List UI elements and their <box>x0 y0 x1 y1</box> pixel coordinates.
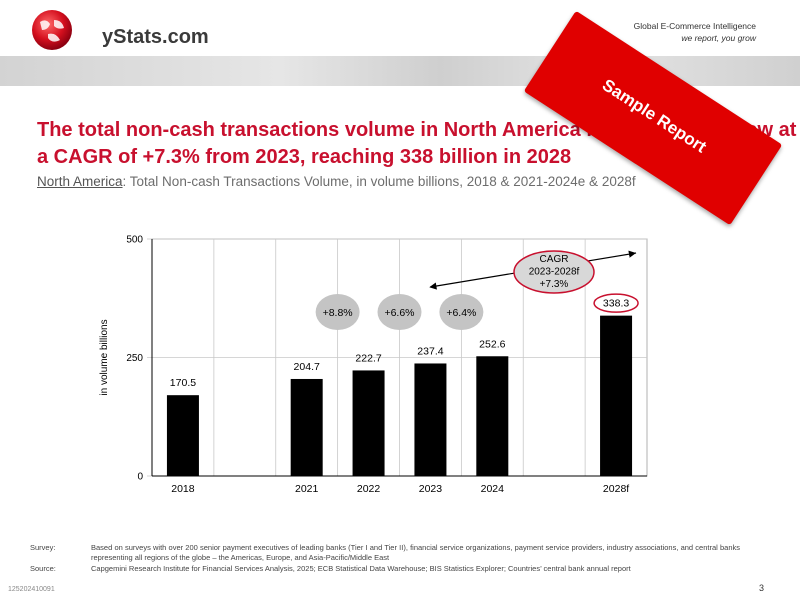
growth-bubble <box>439 294 484 330</box>
source-note: Source: Capgemini Research Institute for… <box>30 564 740 574</box>
data-label-2028f: 338.3 <box>603 298 629 310</box>
growth-bubble <box>315 294 360 330</box>
x-tick-label-2023: 2023 <box>419 483 443 495</box>
footer-notes: Survey: Based on surveys with over 200 s… <box>30 543 740 575</box>
survey-text: Based on surveys with over 200 senior pa… <box>91 543 740 562</box>
growth-bubble-label: +6.4% <box>446 307 476 319</box>
bar-2024 <box>476 356 509 476</box>
growth-bubble-label: +6.6% <box>384 307 414 319</box>
data-label-2021: 204.7 <box>294 361 320 373</box>
y-tick-label: 500 <box>126 235 143 246</box>
tagline-secondary: we report, you grow <box>681 33 756 43</box>
tagline-primary: Global E-Commerce Intelligence <box>633 21 756 31</box>
bar-2028f <box>600 315 633 476</box>
growth-bubble <box>377 294 422 330</box>
x-tick-label-2018: 2018 <box>171 483 195 495</box>
bar-2023 <box>414 363 447 476</box>
cagr-line: 2023-2028f <box>529 267 580 278</box>
y-axis-label: in volume billions <box>99 319 110 395</box>
tagline: Global E-Commerce Intelligence we report… <box>634 20 756 44</box>
page-number: 3 <box>759 583 765 593</box>
x-tick-label-2028f: 2028f <box>603 483 629 495</box>
data-label-2022: 222.7 <box>355 352 381 364</box>
y-tick-label: 250 <box>126 353 143 364</box>
cagr-line: CAGR <box>540 254 569 265</box>
ystats-logo[interactable]: yStats.com <box>30 8 209 52</box>
x-tick-label-2022: 2022 <box>357 483 381 495</box>
source-text: Capgemini Research Institute for Financi… <box>91 564 631 573</box>
cagr-line: +7.3% <box>540 279 569 290</box>
cagr-bubble <box>513 250 595 294</box>
document-code: 125202410091 <box>8 586 55 593</box>
x-tick-label-2024: 2024 <box>481 483 505 495</box>
bar-2022 <box>352 370 385 476</box>
source-label: Source: <box>30 564 56 573</box>
x-tick-label-2021: 2021 <box>295 483 319 495</box>
bar-2018 <box>166 395 199 476</box>
highlight-ellipse <box>593 293 639 313</box>
data-label-2024: 252.6 <box>479 338 505 350</box>
globe-logo-icon <box>32 10 72 50</box>
growth-bubble-label: +8.8% <box>323 307 353 319</box>
y-tick-label: 0 <box>137 472 143 483</box>
survey-label: Survey: <box>30 543 56 552</box>
chart-subtitle: North America: Total Non-cash Transactio… <box>37 174 636 189</box>
bar-2021 <box>290 378 323 476</box>
subtitle-text: : Total Non-cash Transactions Volume, in… <box>122 174 636 189</box>
data-label-2018: 170.5 <box>170 377 196 389</box>
data-label-2023: 237.4 <box>417 345 443 357</box>
logo-text: yStats.com <box>102 26 209 48</box>
survey-note: Survey: Based on surveys with over 200 s… <box>30 543 740 563</box>
subtitle-region: North America <box>37 174 123 189</box>
